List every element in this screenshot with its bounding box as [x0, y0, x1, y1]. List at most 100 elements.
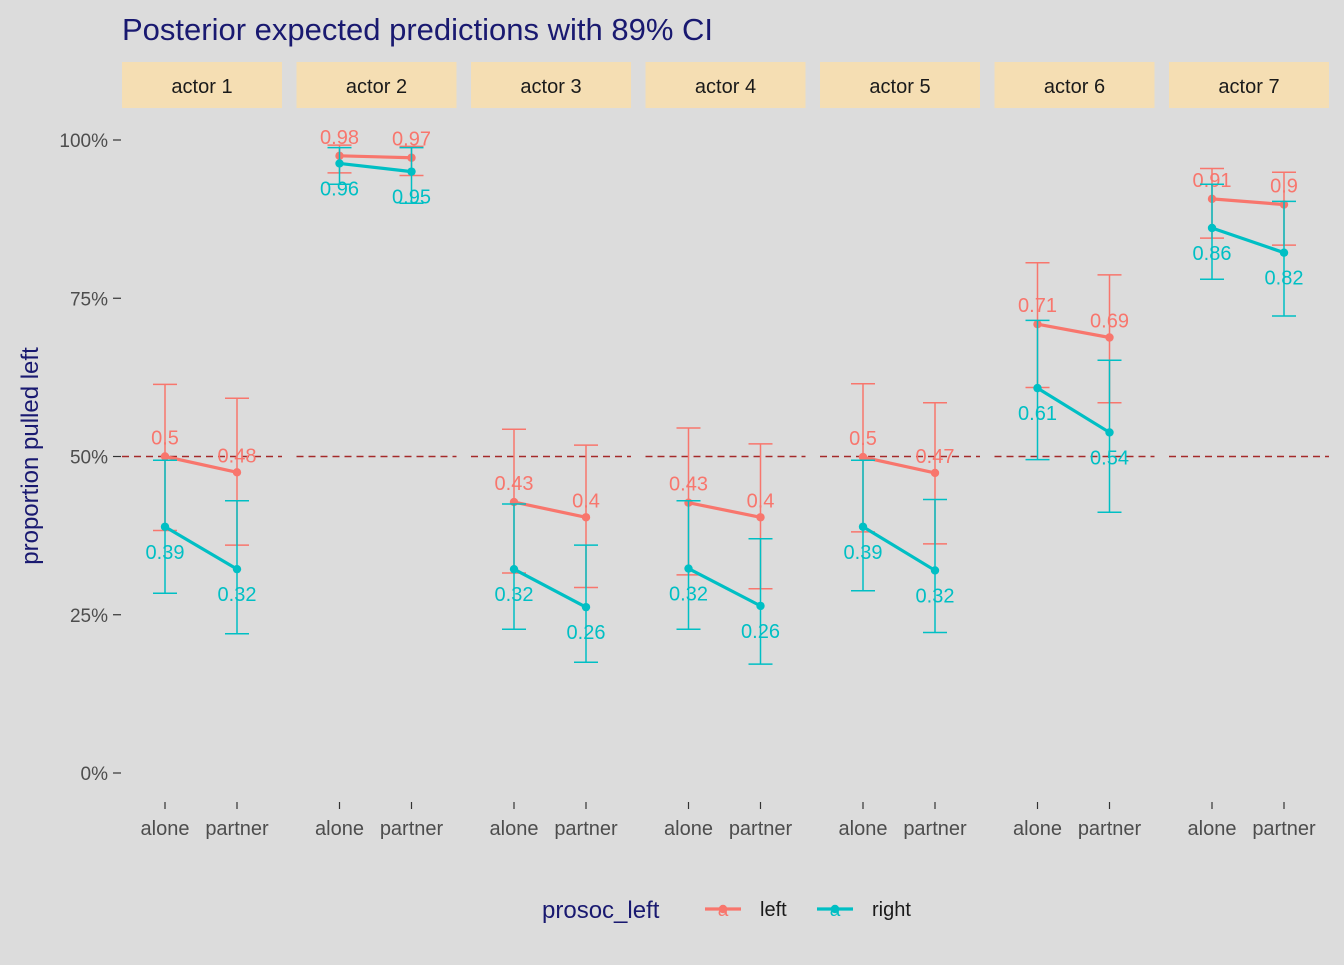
data-label: 0.26 — [567, 622, 606, 644]
data-point — [858, 522, 868, 531]
data-point — [160, 522, 170, 531]
series-right: 0.39 0.32 — [146, 459, 256, 635]
data-label: 0.98 — [320, 127, 359, 149]
x-tick-label: alone — [315, 818, 364, 840]
facet-strip-label: actor 3 — [520, 76, 581, 98]
legend-title: prosoc_left — [542, 897, 660, 924]
series-right: 0.39 0.32 — [844, 459, 955, 634]
series-right: 0.86 0.82 — [1193, 183, 1303, 317]
y-tick-label: 75% — [70, 289, 108, 310]
data-label: 0.69 — [1090, 310, 1129, 332]
facet-strip-label: actor 1 — [171, 76, 232, 98]
series-right: 0.61 0.54 — [1018, 319, 1129, 513]
legend: prosoc_left a left a right — [542, 897, 911, 924]
series-line — [1037, 322, 1110, 340]
data-label: 0.97 — [392, 129, 431, 151]
series-line — [164, 454, 238, 474]
data-point — [930, 566, 940, 575]
series-left: 0.43 0.4 — [495, 428, 600, 589]
series-line — [164, 525, 238, 571]
facet-panel: actor 2 alone partner 0.98 0.97 0.96 0.95 — [296, 62, 457, 840]
data-label: 0.26 — [741, 621, 780, 643]
data-point — [1105, 428, 1114, 437]
data-point — [1105, 333, 1114, 342]
data-point — [509, 564, 519, 574]
facet-panel: actor 7 alone partner 0.91 0.9 0.86 0.82 — [1169, 62, 1329, 840]
data-point — [930, 468, 940, 478]
x-tick-label: alone — [1013, 818, 1062, 840]
x-tick-label: partner — [729, 818, 793, 840]
data-point — [232, 564, 242, 574]
data-point — [335, 159, 344, 168]
facet-strip — [645, 62, 806, 108]
facet-strip — [122, 62, 282, 108]
series-right: 0.32 0.26 — [495, 503, 606, 663]
data-label: 0.96 — [320, 178, 359, 200]
data-point — [160, 452, 170, 461]
facet-panel: actor 1 alone partner 0.5 0.48 0.39 0.32 — [122, 62, 282, 840]
data-point — [1207, 223, 1217, 233]
x-tick-label: partner — [1252, 818, 1316, 840]
legend-key-point — [718, 904, 728, 914]
legend-label: right — [872, 899, 911, 921]
series-left: 0.91 0.9 — [1193, 167, 1298, 246]
data-label: 0.39 — [844, 542, 883, 564]
data-label: 0.4 — [747, 490, 775, 512]
data-label: 0.32 — [495, 584, 534, 606]
chart-title: Posterior expected predictions with 89% … — [122, 12, 713, 47]
data-label: 0.9 — [1270, 176, 1298, 198]
data-point — [581, 513, 591, 522]
series-left: 0.5 0.47 — [849, 382, 955, 545]
data-label: 0.43 — [669, 474, 708, 496]
x-tick-label: partner — [1078, 818, 1142, 840]
data-label: 0.54 — [1090, 447, 1129, 469]
x-tick-label: partner — [903, 818, 967, 840]
x-tick-label: partner — [380, 818, 444, 840]
x-tick-label: partner — [205, 818, 269, 840]
facet-strip — [471, 62, 631, 108]
data-label: 0.47 — [916, 446, 955, 468]
series-right: 0.32 0.26 — [669, 500, 780, 665]
facet-strip-label: actor 5 — [869, 76, 930, 98]
series-line — [687, 567, 762, 608]
series-line — [1211, 226, 1285, 255]
series-left: 0.5 0.48 — [151, 383, 257, 546]
data-point — [684, 564, 693, 573]
x-tick-label: alone — [839, 818, 888, 840]
series-line — [513, 567, 587, 609]
data-label: 0.95 — [392, 187, 431, 209]
data-label: 0.32 — [916, 585, 955, 607]
series-line — [688, 501, 761, 519]
series-line — [339, 154, 412, 160]
data-point — [756, 513, 765, 522]
facet-panel: actor 5 alone partner 0.5 0.47 0.39 0.32 — [820, 62, 980, 840]
data-label: 0.86 — [1193, 243, 1232, 265]
facet-strip-label: actor 7 — [1218, 76, 1279, 98]
data-label: 0.5 — [151, 428, 179, 450]
series-right: 0.96 0.95 — [320, 146, 431, 209]
series-line — [862, 525, 936, 572]
data-point — [1279, 248, 1289, 257]
series-left: 0.71 0.69 — [1018, 262, 1129, 404]
data-point — [756, 601, 765, 611]
x-tick-label: alone — [490, 818, 539, 840]
legend-key-glyph: a — [718, 900, 729, 921]
y-tick-label: 0% — [81, 764, 109, 785]
legend-key-glyph: a — [830, 900, 841, 921]
data-point — [858, 452, 868, 462]
facet-strip — [820, 62, 980, 108]
data-point — [581, 602, 591, 612]
data-label: 0.61 — [1018, 403, 1057, 425]
data-point — [407, 167, 416, 176]
data-point — [232, 468, 242, 477]
data-label: 0.48 — [218, 445, 257, 467]
facet-strip — [994, 62, 1155, 108]
y-axis-label: proportion pulled left — [17, 347, 44, 565]
series-line — [1036, 386, 1111, 434]
data-label: 0.32 — [669, 584, 708, 606]
x-tick-label: alone — [664, 818, 713, 840]
facet-panel: actor 3 alone partner 0.43 0.4 0.32 0.26 — [471, 62, 631, 840]
facet-strip-label: actor 4 — [695, 76, 756, 98]
